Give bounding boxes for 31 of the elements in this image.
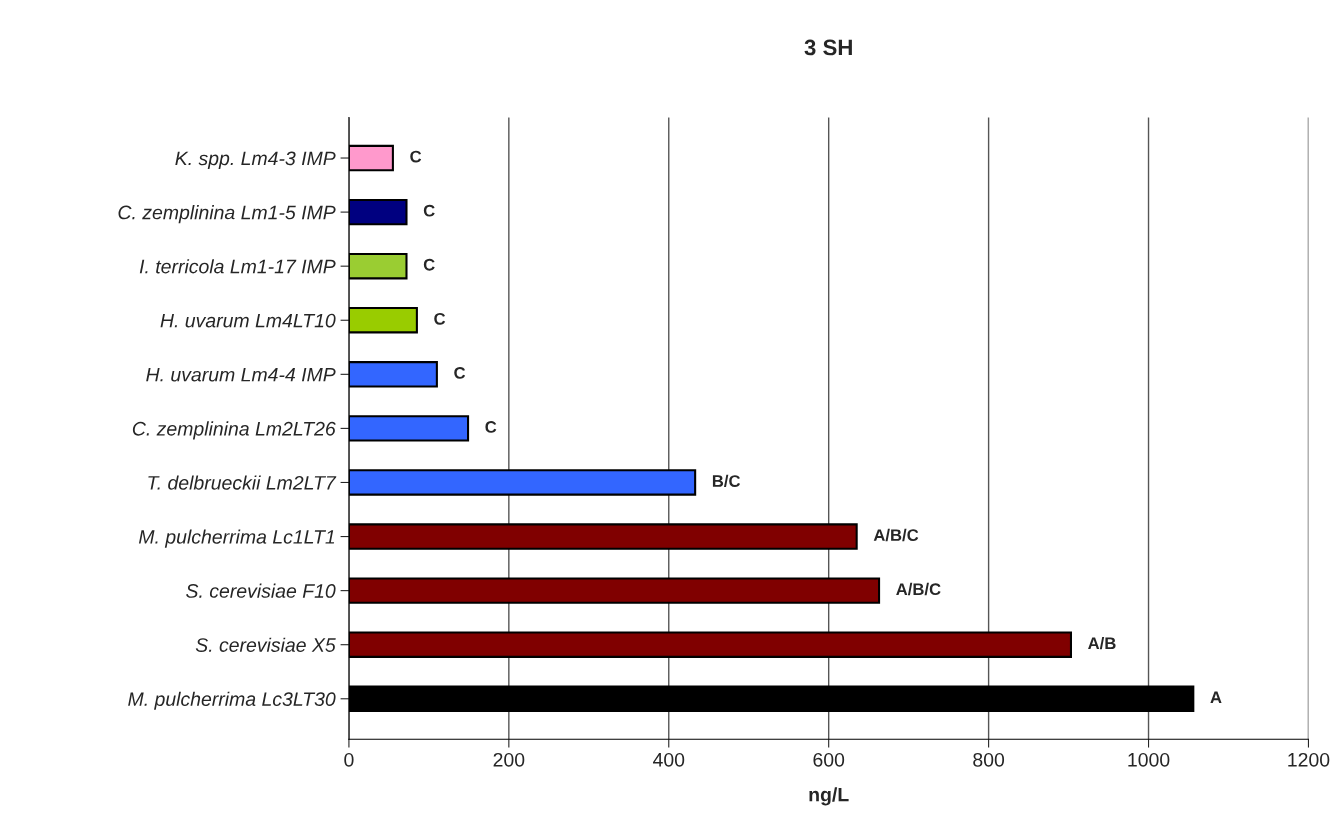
y-tick-label: H. uvarum Lm4LT10	[160, 313, 336, 328]
data-label: C	[434, 312, 446, 325]
data-label: C	[423, 258, 435, 271]
data-label: A	[1210, 691, 1222, 704]
x-tick-label: 200	[493, 752, 525, 767]
y-tick-label: C. zemplinina Lm1-5 IMP	[118, 205, 336, 224]
x-tick-label: 1000	[1128, 752, 1170, 767]
data-label: C	[454, 367, 466, 379]
y-tick-label: H. uvarum Lm4-4 IMP	[146, 367, 336, 382]
x-tick-label: 800	[973, 752, 1005, 767]
data-label: C	[423, 204, 435, 217]
y-tick-label: M. pulcherrima Lc1LT1	[138, 529, 335, 548]
data-label: C	[485, 421, 497, 433]
data-label: A/B/C	[873, 528, 919, 542]
y-tick-label: C. zemplinina Lm2LT26	[132, 421, 336, 440]
y-tick-label: S. cerevisiae X5	[195, 637, 336, 652]
x-axis-title: ng/L	[809, 787, 849, 806]
x-tick-label: 400	[652, 752, 685, 767]
y-tick-label: I. terricola Lm1-17 IMP	[139, 259, 336, 274]
data-label: B/C	[712, 474, 741, 488]
y-tick-label: S. cerevisiae F10	[186, 583, 336, 598]
x-tick-label: 1200	[1288, 752, 1330, 767]
chart-title: 3 SH	[804, 39, 852, 56]
y-tick-label: T. delbrueckii Lm2LT7	[148, 475, 337, 490]
x-tick-label: 600	[813, 752, 845, 767]
y-tick-label: K. spp. Lm4-3 IMP	[175, 151, 336, 170]
x-tick-label: 0	[344, 752, 354, 767]
y-tick-label: M. pulcherrima Lc3LT30	[128, 691, 336, 710]
data-label: A/B/C	[896, 582, 941, 596]
data-label: A/B	[1088, 636, 1116, 650]
data-label: C	[410, 150, 422, 163]
